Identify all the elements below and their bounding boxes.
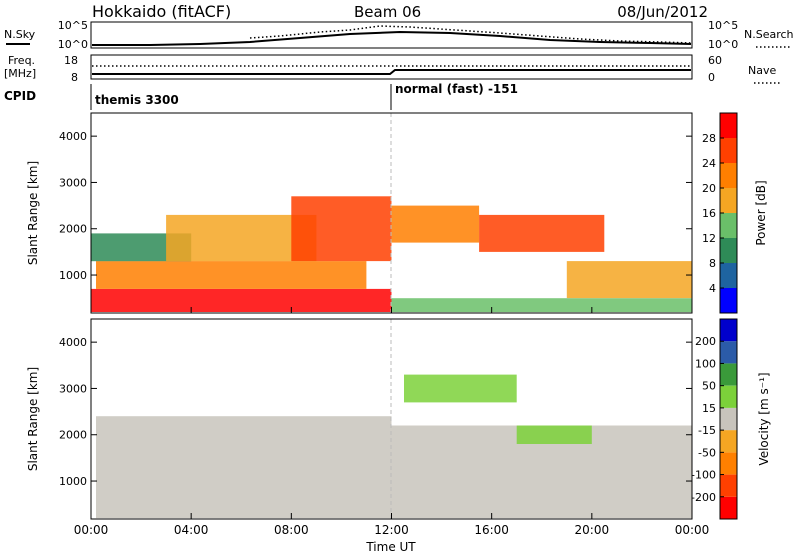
velocity-panel: 4000 3000 2000 1000 Slant Range [km] 200 100… — [26, 318, 771, 520]
velocity-colorbar-segment — [720, 341, 737, 364]
velocity-colorbar-tick-label: -50 — [698, 446, 716, 459]
power-scatter-band — [91, 288, 392, 312]
n-tick-right-top: 10^5 — [708, 19, 738, 32]
velocity-scatter-band — [96, 416, 392, 519]
velocity-ytick-label: 3000 — [59, 382, 87, 395]
velocity-colorbar-segment — [720, 385, 737, 408]
power-colorbar-segment — [720, 113, 737, 138]
power-scatter-band — [391, 205, 480, 243]
velocity-colorbar-segment — [720, 319, 737, 342]
freq-unit: [MHz] — [4, 67, 36, 80]
freq-line — [92, 69, 691, 75]
power-colorbar-segment — [720, 188, 737, 213]
power-panel: 4000 3000 2000 1000 Slant Range [km] 28 24 20… — [26, 112, 768, 314]
velocity-ytick-label: 2000 — [59, 429, 87, 442]
power-ytick-label: 1000 — [59, 269, 87, 282]
power-colorbar-tick-label: 24 — [702, 157, 716, 170]
velocity-colorbar-segment — [720, 430, 737, 453]
velocity-colorbar-segment — [720, 474, 737, 497]
velocity-scatter-band — [516, 425, 592, 444]
nsky-label: N.Sky — [4, 28, 36, 41]
power-scatter-band — [96, 261, 367, 289]
freq-panel-frame — [90, 54, 693, 80]
n-tick-right-bottom: 10^0 — [708, 38, 738, 51]
cpid-label: CPID — [4, 89, 36, 103]
power-colorbar-tick-label: 28 — [702, 132, 716, 145]
power-colorbar-label: Power [dB] — [754, 180, 768, 245]
nave-tick-top: 60 — [708, 54, 722, 67]
velocity-colorbar-tick-label: 15 — [702, 402, 716, 415]
power-colorbar-segment — [720, 163, 737, 188]
velocity-colorbar-frame — [719, 318, 738, 520]
power-colorbar-tick-label: 4 — [709, 282, 716, 295]
nsky-line — [92, 30, 692, 46]
xtick-label: 00:00 — [74, 523, 109, 537]
power-colorbar-segment — [720, 238, 737, 263]
velocity-scatter-band — [404, 374, 517, 403]
velocity-ytick-label: 4000 — [59, 336, 87, 349]
power-scatter-band — [291, 196, 392, 262]
power-ytick-label: 4000 — [59, 130, 87, 143]
cpid-segment-2: normal (fast) -151 — [395, 82, 518, 96]
nsearch-line — [249, 25, 692, 44]
nave-label: Nave — [748, 64, 776, 77]
freq-tick-bottom: 8 — [71, 71, 78, 84]
power-colorbar-segment — [720, 288, 737, 313]
date-label: 08/Jun/2012 — [617, 3, 708, 21]
power-colorbar-segment — [720, 263, 737, 288]
xtick-label: 12:00 — [374, 523, 409, 537]
power-colorbar-tick-label: 20 — [702, 182, 716, 195]
power-ylabel: Slant Range [km] — [26, 161, 40, 265]
xtick-label: 04:00 — [174, 523, 209, 537]
velocity-colorbar-segment — [720, 363, 737, 386]
power-colorbar-tick-label: 16 — [702, 207, 716, 220]
power-scatter-band — [391, 298, 692, 313]
velocity-ytick-label: 1000 — [59, 475, 87, 488]
cpid-segment-1: themis 3300 — [95, 93, 179, 107]
velocity-colorbar-tick-label: 50 — [702, 380, 716, 393]
nsky-panel-frame — [90, 21, 693, 49]
velocity-colorbar-segment — [720, 452, 737, 475]
freq-label: Freq. — [8, 54, 35, 67]
nsearch-label: N.Search — [744, 28, 794, 41]
power-scatter-band — [566, 261, 692, 299]
beam-label: Beam 06 — [354, 3, 421, 21]
nave-tick-bottom: 0 — [708, 71, 715, 84]
power-colorbar-tick-label: 12 — [702, 232, 716, 245]
xtick-label: 08:00 — [274, 523, 309, 537]
power-ytick-label: 2000 — [59, 223, 87, 236]
power-colorbar-segment — [720, 138, 737, 163]
station-title: Hokkaido (fitACF) — [92, 2, 231, 21]
velocity-colorbar-segment — [720, 496, 737, 519]
velocity-colorbar-label: Velocity [m s⁻¹] — [757, 372, 771, 465]
velocity-colorbar-tick-label: -15 — [698, 424, 716, 437]
velocity-colorbar-tick-label: -100 — [691, 469, 716, 482]
velocity-colorbar-tick-label: 200 — [695, 335, 716, 348]
power-colorbar-segment — [720, 213, 737, 238]
xtick-label: 00:00 — [675, 523, 710, 537]
xtick-label: 16:00 — [474, 523, 509, 537]
n-tick-left-bottom: 10^0 — [58, 38, 88, 51]
xtick-label: 20:00 — [575, 523, 610, 537]
velocity-colorbar-tick-label: -200 — [691, 491, 716, 504]
velocity-ylabel: Slant Range [km] — [26, 367, 40, 471]
xaxis-label: Time UT — [365, 540, 416, 554]
n-tick-left-top: 10^5 — [58, 19, 88, 32]
velocity-colorbar-segment — [720, 407, 737, 431]
power-colorbar-tick-label: 8 — [709, 257, 716, 270]
velocity-colorbar-tick-label: 100 — [695, 357, 716, 370]
power-scatter-band — [479, 214, 605, 252]
power-ytick-label: 3000 — [59, 176, 87, 189]
freq-tick-top: 18 — [64, 54, 78, 67]
